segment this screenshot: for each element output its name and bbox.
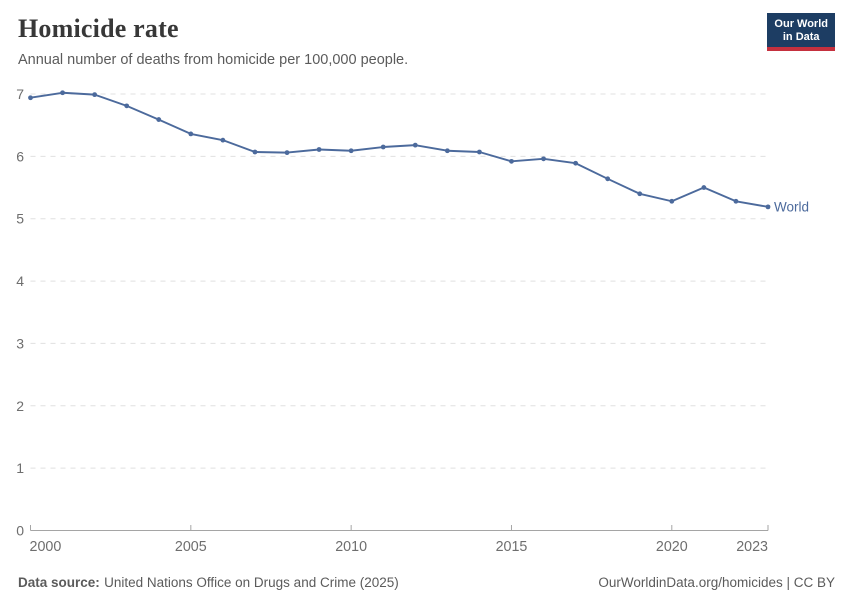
data-point [28, 95, 33, 101]
data-point [348, 148, 354, 154]
data-point [541, 156, 546, 162]
x-tick-label: 2005 [175, 539, 207, 555]
y-tick-label: 6 [16, 148, 24, 164]
data-point [412, 142, 418, 148]
owid-logo-line1: Our World [774, 18, 828, 30]
data-point [188, 131, 194, 137]
data-point [252, 149, 258, 155]
y-tick-label: 4 [16, 273, 24, 289]
page-title: Homicide rate [18, 14, 179, 43]
chart-subtitle: Annual number of deaths from homicide pe… [18, 52, 409, 68]
data-point [380, 144, 386, 150]
data-source-note: Data source: United Nations Office on Dru… [18, 575, 399, 590]
data-point [124, 103, 130, 109]
x-tick-label: 2020 [656, 539, 688, 555]
data-point [92, 92, 98, 98]
owid-logo: Our World in Data [767, 13, 835, 51]
x-tick-label: 2010 [335, 539, 367, 555]
data-point [316, 147, 322, 152]
credit-note: OurWorldinData.org/homicides | CC BY [598, 575, 835, 590]
x-tick-label: 2000 [30, 539, 62, 555]
data-point [669, 198, 675, 204]
y-tick-label: 3 [16, 335, 24, 351]
data-point [733, 198, 739, 204]
data-point [60, 90, 65, 96]
data-source-text: United Nations Office on Drugs and Crime… [104, 575, 399, 590]
series-label: World [774, 199, 809, 214]
y-tick-label: 1 [16, 460, 24, 476]
y-tick-label: 0 [16, 523, 24, 539]
x-tick-label: 2015 [496, 539, 528, 555]
series-line [29, 91, 769, 208]
x-tick-label: 2023 [736, 539, 768, 555]
data-point [444, 148, 450, 154]
y-tick-label: 5 [16, 211, 24, 227]
data-point [605, 176, 611, 182]
y-tick-label: 2 [16, 398, 24, 414]
data-point [509, 158, 514, 164]
data-point [573, 160, 579, 166]
data-source-label: Data source: [18, 575, 100, 590]
owid-logo-line2: in Data [782, 30, 820, 43]
data-point [220, 137, 226, 143]
data-point [284, 150, 290, 156]
data-point [765, 204, 771, 210]
data-point [156, 117, 162, 122]
data-point [637, 191, 643, 197]
y-tick-label: 7 [16, 86, 24, 102]
data-point [701, 185, 707, 190]
chart-footer: Data source: United Nations Office on Dru… [18, 575, 835, 590]
data-point [477, 149, 482, 155]
